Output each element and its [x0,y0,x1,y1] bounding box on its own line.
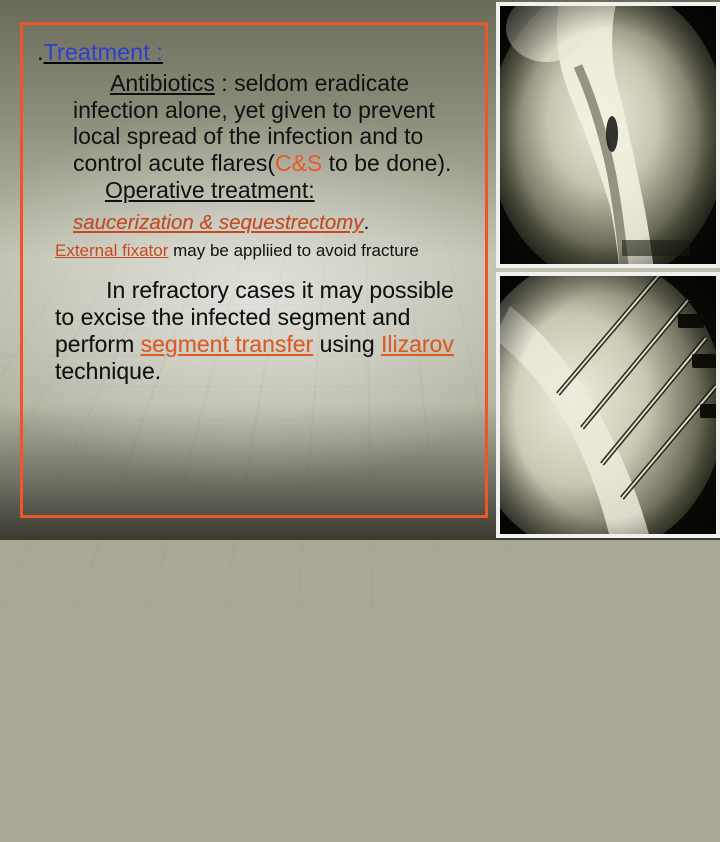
op-indent [73,177,105,203]
xray-top-svg [500,6,716,268]
heading-text: Treatment : [44,39,163,65]
antibiotics-text-2: to be done). [322,150,451,176]
content-frame: . Treatment : Antibiotics : seldom eradi… [20,22,488,518]
antibiotics-label: Antibiotics [110,70,215,96]
procedures-text: saucerization & sequestrectomy [73,211,364,234]
ilizarov: Ilizarov [381,331,454,357]
operative-label: Operative treatment: [105,177,315,203]
external-fixator-label: External fixator [55,241,168,260]
paragraph-antibiotics: Antibiotics : seldom eradicate infection… [73,70,469,203]
paragraph-procedures: saucerization & sequestrectomy. [73,211,473,235]
xray-bottom-svg [500,276,716,538]
paragraph-refractory: In refractory cases it may possible to e… [55,277,471,386]
cs-abbrev: C&S [275,150,322,176]
xray-image-bottom [496,272,720,538]
external-fixator-rest: may be appliied to avoid fracture [168,241,418,260]
refractory-t3: technique. [55,358,161,384]
refractory-t2: using [313,331,381,357]
indent [55,277,106,303]
indent [73,70,110,96]
procedures-period: . [364,211,370,234]
xray-image-column [496,2,720,538]
segment-transfer: segment transfer [141,331,314,357]
slide-heading: . Treatment : [37,39,473,66]
paragraph-external-fixator: External fixator may be appliied to avoi… [55,241,463,261]
xray-image-top [496,2,720,268]
